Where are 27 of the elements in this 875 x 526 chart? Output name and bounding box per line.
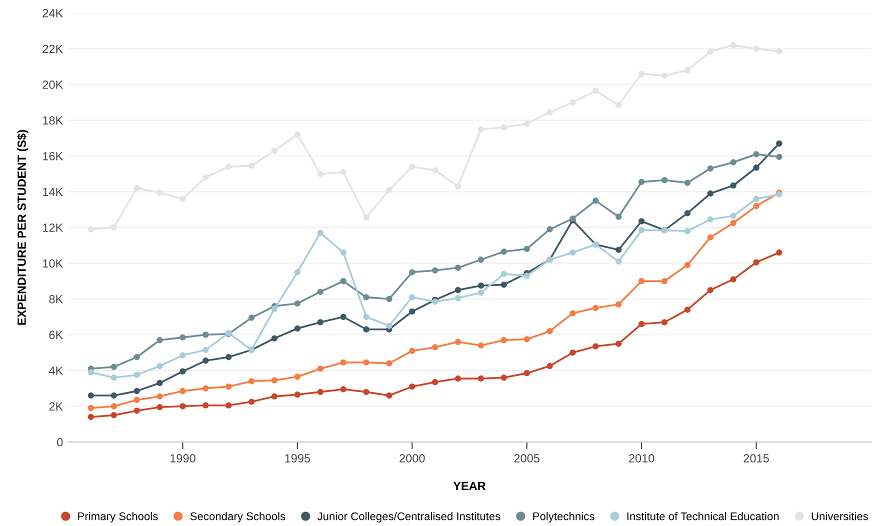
legend-label: Institute of Technical Education <box>627 512 779 520</box>
x-tick-label: 2005 <box>514 454 540 462</box>
y-tick-label: 12K <box>43 224 64 232</box>
y-tick-label: 18K <box>43 116 64 125</box>
legend-label: Universities <box>812 512 868 520</box>
x-tick-label: 2010 <box>629 454 654 462</box>
x-axis-title: YEAR <box>453 482 486 490</box>
x-tick-label: 2000 <box>400 454 425 462</box>
y-tick-label: 8K <box>49 295 64 304</box>
x-tick-label: 1995 <box>285 454 310 462</box>
x-tick-label: 1990 <box>170 454 196 462</box>
legend-label: Primary Schools <box>78 512 158 522</box>
y-tick-label: 16K <box>43 152 64 160</box>
y-tick-label: 22K <box>42 44 64 54</box>
x-tick-label: 2015 <box>744 454 769 462</box>
y-tick-label: 20K <box>42 80 64 89</box>
legend-label: Secondary Schools <box>190 512 286 522</box>
y-tick-label: 2K <box>49 402 64 411</box>
y-axis-title: EXPENDITURE PER STUDENT (S$) <box>17 130 28 325</box>
y-tick-label: 14K <box>43 188 64 196</box>
y-tick-label: 10K <box>43 259 64 268</box>
legend-label: Junior Colleges/Centralised Institutes <box>317 512 500 522</box>
y-tick-label: 4K <box>48 366 64 375</box>
y-tick-label: 0 <box>57 438 63 446</box>
legend-label: Polytechnics <box>533 512 594 522</box>
y-tick-label: 24K <box>42 9 64 18</box>
y-tick-label: 6K <box>49 330 64 340</box>
